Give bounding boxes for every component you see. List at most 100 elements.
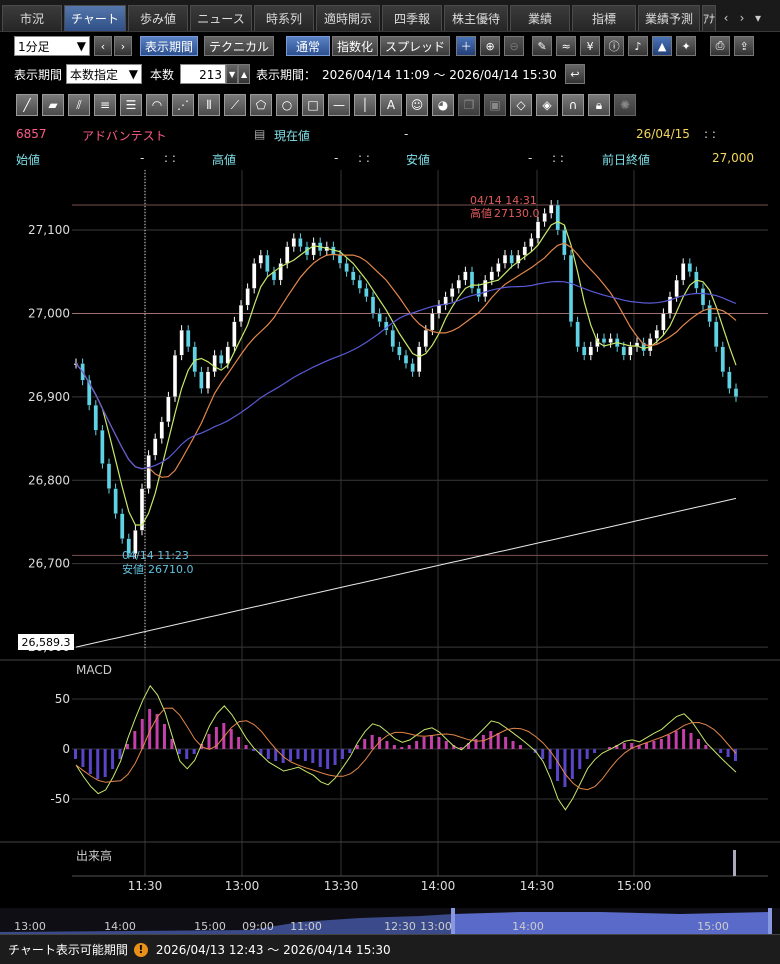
macd-bar <box>459 747 463 749</box>
tab-more[interactable]: ｱﾅ <box>702 5 716 31</box>
tab-prev-icon[interactable]: ‹ <box>723 11 729 25</box>
tab-next-icon[interactable]: › <box>739 11 745 25</box>
range-navigator[interactable]: 13:00 14:00 15:00 09:00 11:00 12:30 13:00 14:00… <box>0 908 780 934</box>
tab-performance[interactable]: 業績 <box>510 5 570 31</box>
candle <box>588 346 593 356</box>
tab-ticks[interactable]: 歩み値 <box>128 5 188 31</box>
macd-bar <box>556 749 560 781</box>
interval-select[interactable]: 1分足 ▼ <box>14 36 90 56</box>
info-icon[interactable]: ⓘ <box>604 36 625 56</box>
tab-benefits[interactable]: 株主優待 <box>444 5 508 31</box>
tab-list-icon[interactable]: ▾ <box>754 11 762 25</box>
tab-forecast[interactable]: 業績予測 <box>638 5 700 31</box>
price-chart[interactable]: 27,10027,00026,90026,80026,70026,60026,5… <box>0 170 780 934</box>
copy-icon[interactable]: ❐ <box>458 94 480 116</box>
macd-bar <box>155 714 159 749</box>
macd-bar <box>303 749 307 761</box>
period-mode-select[interactable]: 本数指定 ▼ <box>66 64 143 84</box>
count-down-icon[interactable]: ▼ <box>226 64 239 84</box>
macd-bar <box>192 749 196 754</box>
tab-disclosure[interactable]: 適時開示 <box>316 5 380 31</box>
stamp-icon[interactable]: ◕ <box>432 94 454 116</box>
macd-bar <box>96 749 100 779</box>
reset-range-icon[interactable]: ↩ <box>564 64 585 84</box>
candles <box>73 200 739 559</box>
lock-icon[interactable]: 🔒︎ <box>588 94 610 116</box>
candle <box>370 296 376 314</box>
display-period-button[interactable]: 表示期間 <box>140 36 199 56</box>
yen-icon[interactable]: ¥ <box>580 36 601 56</box>
warning-icon: ! <box>133 942 148 957</box>
prev-interval-button[interactable]: ‹ <box>94 36 112 56</box>
tab-news[interactable]: ニュース <box>190 5 252 31</box>
technical-button[interactable]: テクニカル <box>204 36 275 56</box>
tab-chart[interactable]: チャート <box>64 5 126 31</box>
tab-timeseries[interactable]: 時系列 <box>254 5 314 31</box>
candle <box>450 288 455 297</box>
gear-icon[interactable]: ✺ <box>614 94 636 116</box>
trend-analysis-icon[interactable]: ≈ <box>556 36 577 56</box>
candle <box>489 271 494 281</box>
eraser-icon[interactable]: ◇ <box>510 94 532 116</box>
arc-tool-icon[interactable]: ◠ <box>146 94 168 116</box>
paste-icon[interactable]: ▣ <box>484 94 506 116</box>
time-tick-label: 14:30 <box>520 879 555 893</box>
circle-tool-icon[interactable]: ○ <box>276 94 298 116</box>
candle <box>285 246 290 264</box>
wrench-icon[interactable]: ✦ <box>676 36 697 56</box>
macd-bar <box>355 745 359 749</box>
candle <box>106 463 112 489</box>
vline-tool-icon[interactable]: │ <box>354 94 376 116</box>
fan-tool-icon[interactable]: ⋰ <box>172 94 194 116</box>
parallel-lines-icon[interactable]: ⫽ <box>68 94 90 116</box>
navigator-tick-label: 14:00 <box>104 920 136 933</box>
candle <box>555 204 560 231</box>
tab-shikiho[interactable]: 四季報 <box>382 5 442 31</box>
area-chart-icon[interactable]: ▲ <box>652 36 673 56</box>
export-icon[interactable]: ⇪ <box>734 36 755 56</box>
line-tool-icon[interactable]: ╱ <box>16 94 38 116</box>
text-tool-icon[interactable]: A <box>380 94 402 116</box>
count-up-icon[interactable]: ▲ <box>238 64 251 84</box>
macd-bar <box>563 749 567 787</box>
candle <box>654 329 659 339</box>
normal-mode-button[interactable]: 通常 <box>286 36 331 56</box>
horizontal-lines-icon[interactable]: ≡ <box>94 94 116 116</box>
print-icon[interactable]: ⎙ <box>710 36 731 56</box>
tab-market[interactable]: 市況 <box>2 5 62 31</box>
macd-bar <box>630 743 634 749</box>
fibonacci-icon[interactable]: ☰ <box>120 94 142 116</box>
crosshair-icon[interactable]: ＋ <box>456 36 477 56</box>
candle <box>469 271 475 289</box>
candle <box>463 271 468 281</box>
candle <box>542 213 547 222</box>
macd-bar <box>237 737 241 749</box>
index-mode-button[interactable]: 指数化 <box>332 36 379 56</box>
eraser-all-icon[interactable]: ◈ <box>536 94 558 116</box>
candle <box>252 263 257 289</box>
gann-fan-icon[interactable]: ⟋ <box>224 94 246 116</box>
candle <box>522 246 527 256</box>
count-input[interactable]: 213 <box>180 64 227 84</box>
candle <box>417 346 422 372</box>
tab-indicators[interactable]: 指標 <box>572 5 636 31</box>
my-chart-icon[interactable]: ♪ <box>628 36 649 56</box>
next-interval-button[interactable]: › <box>114 36 132 56</box>
macd-bar <box>378 737 382 749</box>
hline-tool-icon[interactable]: — <box>328 94 350 116</box>
rectangle-tool-icon[interactable]: □ <box>302 94 324 116</box>
candle <box>153 438 158 456</box>
spread-mode-button[interactable]: スプレッド <box>380 36 451 56</box>
ruler-tool-icon[interactable]: ▰ <box>42 94 64 116</box>
macd-bar <box>437 737 441 749</box>
pentagon-tool-icon[interactable]: ⬠ <box>250 94 272 116</box>
cursor-value-box <box>18 634 74 650</box>
zoom-in-icon[interactable]: ⊕ <box>480 36 501 56</box>
emoji-icon[interactable]: ☺ <box>406 94 428 116</box>
draw-pencil-icon[interactable]: ✎ <box>532 36 553 56</box>
price-tick-label: 26,900 <box>28 390 70 404</box>
zoom-out-icon[interactable]: ⊖ <box>504 36 525 56</box>
candle <box>377 313 382 322</box>
magnet-icon[interactable]: ∩ <box>562 94 584 116</box>
vertical-lines-icon[interactable]: ⦀ <box>198 94 220 116</box>
